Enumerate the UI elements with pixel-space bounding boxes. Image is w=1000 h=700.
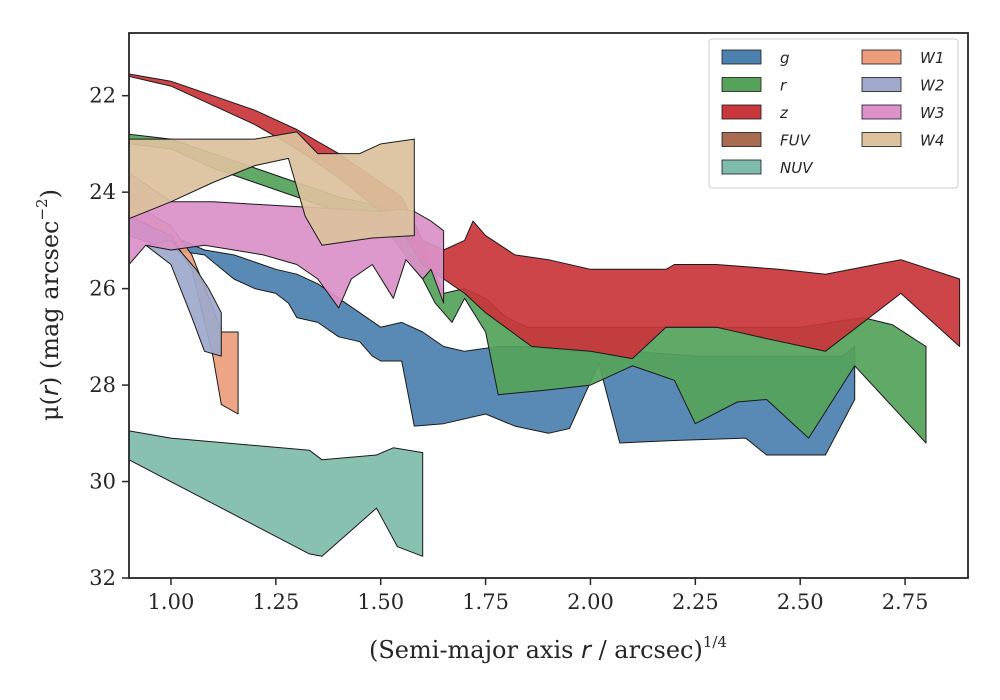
y-tick-label: 32 [89, 566, 116, 590]
plot-frame [128, 32, 969, 579]
legend-swatch-w3 [861, 104, 902, 120]
legend-label-fuv: FUV [780, 132, 812, 150]
y-tick-label: 30 [89, 470, 116, 494]
x-tick-label: 1.00 [148, 590, 195, 614]
y-tick-label: 24 [89, 180, 116, 204]
x-tick-label: 2.25 [672, 590, 719, 614]
legend-label-w1: W1 [920, 49, 944, 67]
legend-swatch-z [721, 104, 762, 120]
y-axis-label: μ(r) (mag arcsec−2) [33, 189, 64, 421]
legend-swatch-fuv [721, 132, 762, 147]
legend-label-r: r [780, 77, 787, 95]
y-tick-label: 22 [89, 84, 116, 108]
y-axis: 22 24 26 28 30 32 [89, 84, 129, 590]
x-tick-label: 1.25 [252, 590, 299, 614]
x-axis: 1.00 1.25 1.50 1.75 2.00 2.25 2.50 2.75 [148, 578, 929, 614]
band-g [129, 196, 856, 456]
legend-swatch-w2 [861, 77, 902, 92]
legend-frame [708, 38, 959, 189]
legend-label-w4: W4 [920, 132, 944, 150]
x-tick-label: 2.75 [882, 590, 929, 614]
band-layer [129, 73, 961, 557]
legend-label-w3: W3 [920, 104, 944, 122]
x-tick-label: 2.00 [567, 590, 614, 614]
y-tick-label: 28 [89, 373, 116, 397]
legend-swatch-w1 [861, 49, 902, 65]
legend-label-nuv: NUV [780, 159, 814, 177]
band-w2 [145, 239, 222, 357]
band-nuv [129, 430, 424, 557]
legend-label-w2: W2 [920, 77, 944, 95]
x-tick-label: 2.50 [777, 590, 824, 614]
legend: grz FUV NUV W1 W2 W3 W4 [708, 38, 959, 189]
y-tick-label: 26 [89, 277, 116, 301]
legend-swatch-g [721, 49, 762, 65]
legend-swatch-r [721, 77, 762, 92]
x-tick-label: 1.50 [357, 590, 404, 614]
x-tick-label: 1.75 [462, 590, 509, 614]
legend-label-z: z [779, 104, 789, 122]
band-w4 [129, 131, 415, 246]
legend-label-g: g [780, 49, 790, 67]
legend-swatch-w4 [861, 132, 902, 147]
legend-swatch-nuv [721, 159, 762, 175]
x-axis-label: (Semi-major axis r / arcsec)1/4 [369, 633, 727, 664]
